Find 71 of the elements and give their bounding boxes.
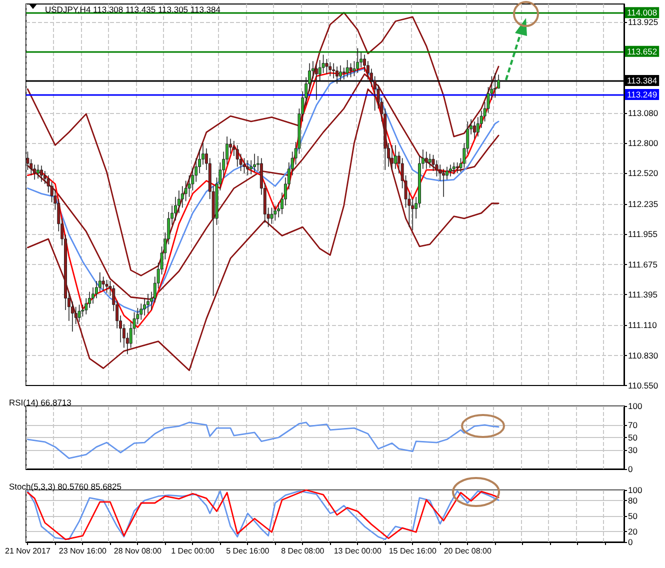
candlestick: [143, 298, 146, 316]
y-tick-label: 113.080: [628, 108, 658, 118]
y-tick-label: 111.955: [628, 229, 658, 240]
candlestick: [394, 144, 397, 170]
line-series: [27, 88, 500, 372]
candlestick: [346, 60, 349, 78]
chart-title: USDJPY,H4 113.308 113.435 113.305 113.384: [45, 4, 221, 14]
ref-line-label: 113.249: [627, 90, 658, 100]
x-tick-label: 23 Nov 16:00: [58, 546, 108, 556]
y-tick-label: 100: [628, 401, 642, 411]
y-tick-label: 111.110: [628, 320, 658, 330]
candlestick: [314, 64, 318, 100]
x-tick-label: 13 Dec 00:00: [334, 546, 382, 556]
candlestick: [442, 168, 446, 198]
candlestick: [274, 205, 277, 222]
chart-title: Stoch(5,3,3) 80.5760 85.6825: [9, 482, 122, 492]
y-tick-label: 111.395: [628, 289, 658, 300]
candlestick: [448, 164, 452, 177]
x-tick-label: 8 Dec 08:00: [281, 546, 325, 556]
candlestick: [328, 62, 332, 77]
candlestick: [473, 121, 476, 140]
candlestick: [236, 144, 239, 168]
y-tick-label: 50: [628, 511, 638, 521]
y-tick-label: 112.235: [628, 198, 658, 209]
candlestick: [146, 293, 150, 314]
candlestick: [494, 72, 497, 98]
candlestick: [102, 276, 105, 292]
y-tick-label: 50: [628, 432, 638, 442]
candlestick: [78, 304, 81, 322]
candlestick: [270, 207, 274, 224]
candlestick: [242, 158, 246, 174]
y-tick-label: 70: [628, 420, 638, 430]
candlestick: [428, 153, 432, 168]
candlestick: [456, 162, 459, 174]
candlestick: [105, 279, 108, 294]
candlestick: [338, 65, 342, 81]
candlestick: [36, 164, 40, 179]
y-tick-label: 112.800: [628, 138, 658, 148]
candlestick: [424, 151, 428, 170]
candlestick: [349, 62, 352, 78]
x-tick-label: 20 Dec 08:00: [444, 546, 492, 556]
y-tick-label: 113.925: [628, 16, 658, 27]
candlestick: [325, 58, 328, 74]
y-tick-label: 20: [628, 526, 638, 537]
y-tick-label: 110.830: [628, 350, 658, 360]
x-tick-label: 28 Nov 08:00: [114, 546, 162, 556]
y-tick-label: 100: [628, 485, 642, 495]
x-tick-label: 5 Dec 16:00: [226, 546, 270, 556]
candlestick: [253, 153, 256, 173]
line-series: [27, 12, 500, 276]
candlestick: [246, 160, 250, 176]
candlestick: [356, 48, 360, 74]
x-tick-label: 1 Dec 00:00: [171, 546, 215, 556]
candlestick: [390, 144, 394, 170]
x-tick-label: 15 Dec 16:00: [388, 546, 437, 556]
candlestick: [342, 67, 346, 80]
ref-line-label: 113.384: [627, 76, 658, 86]
candlestick: [452, 162, 456, 175]
y-tick-label: 80: [628, 495, 638, 506]
candlestick: [40, 165, 43, 182]
candlestick: [336, 66, 339, 84]
ref-line-label: 114.008: [627, 8, 658, 18]
y-tick-label: 110.550: [628, 380, 658, 390]
y-tick-label: 30: [628, 445, 638, 456]
y-tick-label: 111.675: [628, 259, 658, 270]
ref-line-label: 113.652: [627, 46, 658, 56]
y-tick-label: 0: [628, 537, 633, 547]
y-tick-label: 112.520: [628, 168, 658, 178]
chart-title: RSI(14) 66.8713: [9, 398, 72, 408]
x-tick-label: 21 Nov 2017: [5, 546, 51, 556]
y-tick-label: 0: [628, 464, 633, 474]
